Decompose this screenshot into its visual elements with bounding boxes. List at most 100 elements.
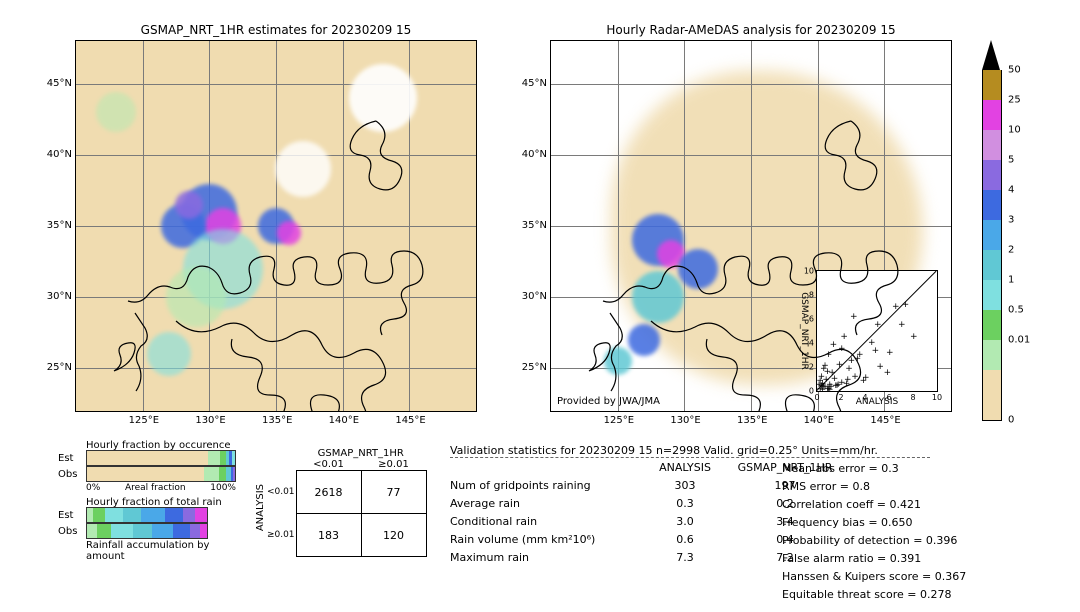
scatter-ytick: 8 [809, 291, 817, 300]
stat-label: Conditional rain [450, 515, 640, 528]
bar-segment [123, 508, 141, 522]
scatter-point: + [843, 381, 851, 387]
stat-label: Average rain [450, 497, 640, 510]
precip-blob [166, 267, 226, 327]
bar-segment [195, 508, 207, 522]
colorbar-label: 25 [1008, 95, 1021, 106]
stat-label: Rain volume (mm km²10⁶) [450, 533, 640, 546]
bar-segment [87, 524, 97, 538]
scatter-point: + [815, 382, 823, 388]
scatter-point: + [860, 378, 868, 384]
validation-title: Validation statistics for 20230209 15 n=… [450, 444, 930, 457]
scatter-point: + [898, 322, 906, 328]
scatter-point: + [910, 334, 918, 340]
scatter-point: + [854, 356, 862, 362]
colorbar-segment [982, 280, 1002, 310]
lat-tick: 25°N [522, 362, 547, 373]
bar-segment [190, 524, 200, 538]
precip-blob [147, 332, 191, 376]
bar-segment [105, 508, 123, 522]
xaxis-left: 0% [86, 483, 100, 493]
scatter-xtick: 10 [932, 391, 942, 402]
bar-segment [133, 524, 152, 538]
colorbar-label: 50 [1008, 65, 1021, 76]
scatter-point: + [874, 322, 882, 328]
colorbar-label: 3 [1008, 215, 1014, 226]
cont-10: 183 [296, 514, 361, 557]
lon-tick: 130°E [670, 415, 700, 426]
lat-tick: 35°N [522, 220, 547, 231]
colorbar-segment [982, 130, 1002, 160]
lat-tick: 30°N [522, 291, 547, 302]
colorbar-label: 1 [1008, 275, 1014, 286]
lon-tick: 125°E [129, 415, 159, 426]
lon-tick: 135°E [262, 415, 292, 426]
precip-blob [277, 221, 301, 245]
scatter-point: + [868, 340, 876, 346]
precip-blob [275, 141, 331, 197]
precip-blob [628, 324, 660, 356]
fraction-charts: Hourly fraction by occurence Est Obs 0% … [58, 440, 236, 562]
bar-segment [93, 508, 105, 522]
colorbar-segment [982, 340, 1002, 370]
row-label-obs: Obs [58, 469, 86, 480]
accum-title: Rainfall accumulation by amount [86, 540, 236, 562]
score-line: Correlation coeff = 0.421 [782, 498, 966, 516]
bar-segment [173, 524, 190, 538]
bar-segment [200, 524, 207, 538]
stat-v1: 3.0 [640, 515, 730, 528]
precip-blob [96, 92, 136, 132]
colorbar-segment [982, 370, 1002, 421]
bar-segment [183, 508, 195, 522]
map-title-radar: Hourly Radar-AMeDAS analysis for 2023020… [551, 23, 951, 37]
colorbar-label: 10 [1008, 125, 1021, 136]
occ-est-bar [86, 450, 236, 466]
bar-segment [232, 451, 235, 465]
scatter-ytick: 6 [809, 315, 817, 324]
rain-obs-row: Obs [58, 524, 208, 538]
lon-tick: 140°E [804, 415, 834, 426]
scatter-inset: GSMAP_NRT_1HR ANALYSIS 00224466881010+++… [816, 270, 938, 392]
colorbar-label: 0 [1008, 415, 1014, 426]
scatter-point: + [850, 314, 858, 320]
bar-segment [233, 467, 234, 481]
scatter-point: + [836, 362, 844, 368]
scatter-ylabel: GSMAP_NRT_1HR [799, 292, 809, 370]
provided-by-text: Provided by JWA/JMA [557, 396, 660, 407]
score-line: Probability of detection = 0.396 [782, 534, 966, 552]
col1-header: ANALYSIS [640, 461, 730, 474]
xaxis-mid: Areal fraction [125, 483, 186, 493]
score-line: Hanssen & Kuipers score = 0.367 [782, 570, 966, 588]
lon-tick: 145°E [395, 415, 425, 426]
lat-tick: 45°N [522, 78, 547, 89]
lat-tick: 45°N [47, 78, 72, 89]
occ-obs-row: Obs [58, 467, 236, 481]
colorbar-segment [982, 310, 1002, 340]
lon-tick: 130°E [195, 415, 225, 426]
score-line: Frequency bias = 0.650 [782, 516, 966, 534]
scatter-point: + [824, 369, 832, 375]
rain-obs-bar [86, 523, 208, 539]
lat-tick: 25°N [47, 362, 72, 373]
scatter-ytick: 10 [804, 267, 817, 276]
row-label-est: Est [58, 453, 86, 464]
bar-segment [141, 508, 165, 522]
stat-v1: 303 [640, 479, 730, 492]
bar-segment [87, 451, 208, 465]
xaxis-right: 100% [210, 483, 236, 493]
scatter-point: + [840, 334, 848, 340]
bar-segment [208, 451, 220, 465]
lat-tick: 35°N [47, 220, 72, 231]
bar-segment [152, 524, 174, 538]
colorbar-label: 0.5 [1008, 305, 1024, 316]
colorbar-label: 4 [1008, 185, 1014, 196]
scatter-xlabel: ANALYSIS [817, 397, 937, 407]
scatter-point: + [892, 304, 900, 310]
cont-row0: <0.01 [266, 471, 296, 514]
scatter-point: + [845, 366, 853, 372]
scatter-point: + [834, 382, 842, 388]
scatter-point: + [872, 348, 880, 354]
stat-label: Num of gridpoints raining [450, 479, 640, 492]
bar-segment [204, 467, 219, 481]
bar-segment [219, 467, 226, 481]
